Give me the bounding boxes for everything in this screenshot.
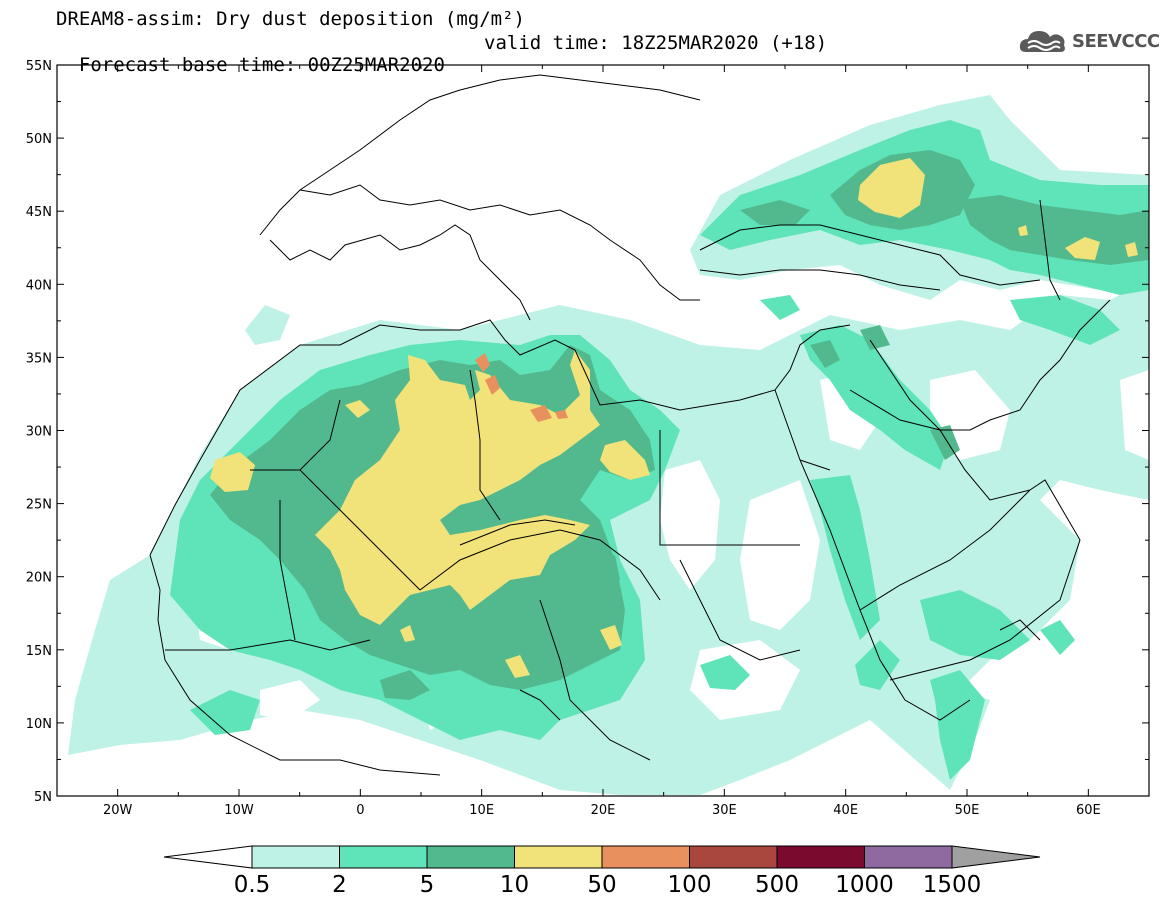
- lat-label: 5N: [34, 790, 52, 805]
- colorbar-label: 1000: [835, 872, 894, 898]
- lon-label: 30E: [712, 803, 737, 818]
- colorbar-segment: [426, 845, 515, 869]
- colorbar-label: 500: [755, 872, 799, 898]
- deposition-gaps: [195, 370, 1149, 730]
- lon-label: 40E: [833, 803, 858, 818]
- lon-label: 20W: [103, 803, 133, 818]
- colorbar-label: 5: [420, 872, 435, 898]
- colorbar-label: 10: [500, 872, 529, 898]
- colorbar-under-triangle: [163, 845, 253, 869]
- map-title: DREAM8-assim: Dry dust deposition (mg/m²…: [56, 8, 525, 30]
- colorbar-label: 50: [587, 872, 616, 898]
- lat-label: 40N: [26, 278, 52, 293]
- colorbar-label: 100: [668, 872, 712, 898]
- lat-label: 50N: [26, 132, 52, 147]
- lon-label: 0: [356, 803, 364, 818]
- colorbar-label: 0.5: [234, 872, 271, 898]
- lat-label: 10N: [26, 717, 52, 732]
- colorbar-segment: [514, 845, 603, 869]
- lat-label: 20N: [26, 571, 52, 586]
- lon-label: 60E: [1076, 803, 1101, 818]
- deposition-contour-50: [475, 353, 568, 422]
- lon-label: 10E: [469, 803, 494, 818]
- valid-time: valid time: 18Z25MAR2020 (+18): [484, 32, 828, 54]
- map-axes: 55N 50N 45N 40N 35N 30N 25N 20N 15N 10N 5N 20W 10W 0 1…: [26, 59, 1150, 818]
- lon-label: 50E: [955, 803, 980, 818]
- colorbar-over-triangle: [951, 845, 1041, 869]
- lon-label: 10W: [224, 803, 254, 818]
- lat-label: 15N: [26, 644, 52, 659]
- colorbar-segment: [601, 845, 690, 869]
- brand-name: SEEVCCC: [1072, 30, 1160, 52]
- lat-label: 30N: [26, 425, 52, 440]
- lat-label: 25N: [26, 498, 52, 513]
- colorbar-segment: [251, 845, 340, 869]
- colorbar-label: 2: [332, 872, 347, 898]
- lon-label: 20E: [591, 803, 616, 818]
- colorbar-segment: [689, 845, 778, 869]
- lat-label: 35N: [26, 351, 52, 366]
- colorbar: 0.5 2 5 10 50 100 500 1000 1500: [163, 845, 1041, 898]
- colorbar-segment: [776, 845, 865, 869]
- colorbar-segment: [339, 845, 428, 869]
- coastlines-and-borders: [149, 74, 1111, 776]
- colorbar-label: 1500: [923, 872, 982, 898]
- cloud-logo-icon: [1019, 31, 1065, 52]
- map-plot-area: [68, 74, 1149, 795]
- lat-label: 55N: [26, 59, 52, 74]
- colorbar-segment: [864, 845, 953, 869]
- lat-label: 45N: [26, 205, 52, 220]
- brand-logo: SEEVCCC: [1018, 26, 1160, 56]
